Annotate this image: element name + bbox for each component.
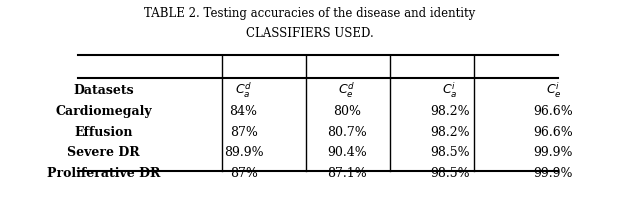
Text: CLASSIFIERS USED.: CLASSIFIERS USED. bbox=[246, 27, 374, 40]
Text: TABLE 2. Testing accuracies of the disease and identity: TABLE 2. Testing accuracies of the disea… bbox=[144, 7, 476, 20]
